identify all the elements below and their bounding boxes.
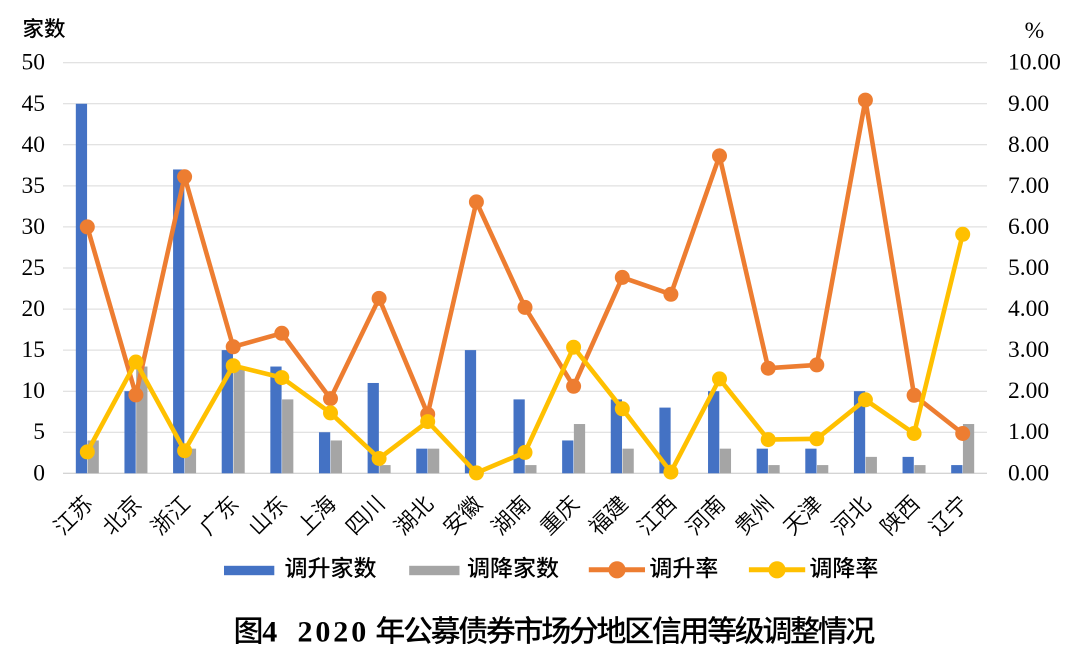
svg-text:40: 40 — [22, 132, 46, 158]
svg-text:20: 20 — [22, 296, 46, 322]
svg-text:45: 45 — [22, 91, 46, 117]
svg-text:2020: 2020 — [298, 616, 370, 649]
svg-text:25: 25 — [22, 255, 46, 281]
svg-text:9.00: 9.00 — [1008, 91, 1049, 117]
svg-text:5.00: 5.00 — [1008, 255, 1049, 281]
svg-text:10.00: 10.00 — [1008, 50, 1061, 76]
svg-text:0: 0 — [33, 460, 45, 486]
svg-text:%: % — [1025, 18, 1045, 44]
svg-text:35: 35 — [22, 173, 46, 199]
svg-text:2.00: 2.00 — [1008, 378, 1049, 404]
svg-text:10: 10 — [22, 378, 46, 404]
svg-text:15: 15 — [22, 337, 46, 363]
svg-text:4.00: 4.00 — [1008, 296, 1049, 322]
svg-text:6.00: 6.00 — [1008, 214, 1049, 240]
svg-text:3.00: 3.00 — [1008, 337, 1049, 363]
svg-text:5: 5 — [33, 419, 45, 445]
svg-text:0.00: 0.00 — [1008, 460, 1049, 486]
svg-text:50: 50 — [22, 50, 46, 76]
svg-text:8.00: 8.00 — [1008, 132, 1049, 158]
svg-text:4: 4 — [262, 616, 277, 649]
svg-text:1.00: 1.00 — [1008, 419, 1049, 445]
svg-text:7.00: 7.00 — [1008, 173, 1049, 199]
svg-text:30: 30 — [22, 214, 46, 240]
